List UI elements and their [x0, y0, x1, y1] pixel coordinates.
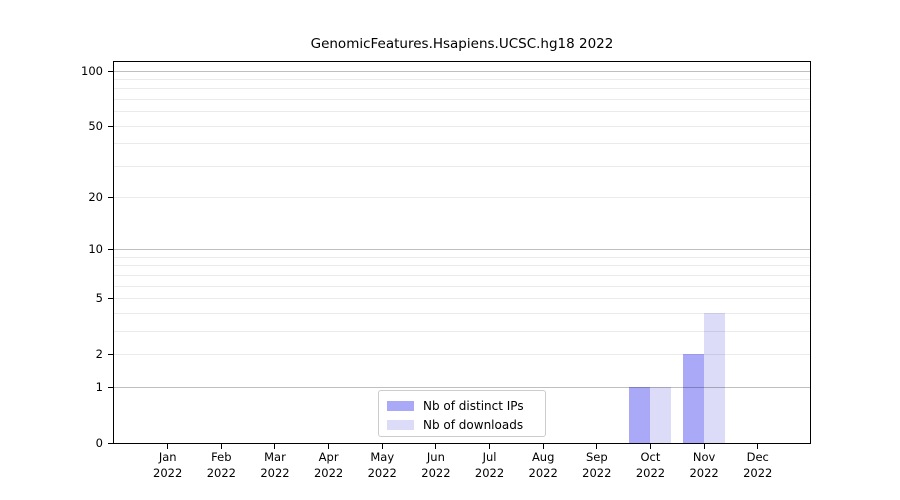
x-tick-label-mar: Mar 2022 — [245, 449, 305, 481]
x-tick-label-dec: Dec 2022 — [728, 449, 788, 481]
x-tick-label-jul: Jul 2022 — [460, 449, 520, 481]
y-tick-label-10: 10 — [88, 242, 103, 257]
plot-area — [113, 61, 811, 444]
x-tick-mark-oct — [649, 444, 651, 449]
gridline-major-10 — [114, 249, 810, 251]
y-tick-mark-50 — [108, 125, 113, 127]
gridline-minor-4 — [114, 312, 810, 314]
y-tick-mark-5 — [108, 298, 113, 300]
x-tick-mark-aug — [542, 444, 544, 449]
gridline-minor-9 — [114, 256, 810, 258]
x-tick-mark-mar — [274, 444, 276, 449]
y-tick-label-50: 50 — [88, 118, 103, 133]
y-tick-label-20: 20 — [88, 190, 103, 205]
legend-item-downloads: Nb of downloads — [387, 415, 537, 434]
legend: Nb of distinct IPs Nb of downloads — [378, 390, 546, 437]
x-tick-month: Oct — [640, 450, 661, 464]
x-tick-month: Jul — [482, 450, 497, 464]
gridline-minor-6 — [114, 285, 810, 287]
gridline-minor-20 — [114, 197, 810, 199]
x-tick-month: Nov — [692, 450, 716, 464]
x-tick-month: Jun — [426, 450, 445, 464]
gridline-minor-8 — [114, 265, 810, 267]
x-tick-mark-apr — [328, 444, 330, 449]
x-tick-label-jun: Jun 2022 — [406, 449, 466, 481]
y-tick-mark-10 — [108, 249, 113, 251]
x-tick-year: 2022 — [635, 466, 666, 480]
bar-nov-distinct-ips — [683, 354, 705, 443]
bar-oct-downloads — [650, 387, 672, 443]
plot-inner — [114, 62, 810, 443]
gridline-minor-5 — [114, 298, 810, 300]
x-tick-month: Jan — [158, 450, 177, 464]
legend-swatch-distinct-ips — [387, 400, 414, 411]
y-tick-mark-20 — [108, 197, 113, 199]
x-tick-mark-jul — [489, 444, 491, 449]
x-tick-year: 2022 — [313, 466, 344, 480]
x-tick-month: Feb — [211, 450, 232, 464]
x-tick-label-nov: Nov 2022 — [674, 449, 734, 481]
y-tick-label-5: 5 — [95, 291, 103, 306]
x-tick-label-may: May 2022 — [352, 449, 412, 481]
x-tick-year: 2022 — [153, 466, 183, 480]
x-tick-mark-feb — [220, 444, 222, 449]
gridline-minor-30 — [114, 165, 810, 167]
bar-nov-downloads — [704, 313, 726, 443]
x-tick-month: Mar — [264, 450, 286, 464]
x-tick-label-jan: Jan 2022 — [138, 449, 198, 481]
gridline-minor-40 — [114, 143, 810, 145]
x-tick-month: May — [370, 450, 395, 464]
x-tick-year: 2022 — [582, 466, 612, 480]
x-tick-mark-nov — [703, 444, 705, 449]
x-tick-mark-jun — [435, 444, 437, 449]
x-tick-year: 2022 — [528, 466, 558, 480]
gridline-major-1 — [114, 386, 810, 388]
y-tick-label-2: 2 — [95, 346, 103, 361]
gridline-minor-90 — [114, 78, 810, 80]
x-tick-year: 2022 — [421, 466, 451, 480]
chart-title: GenomicFeatures.Hsapiens.UCSC.hg18 2022 — [310, 36, 614, 52]
legend-label-downloads: Nb of downloads — [423, 417, 524, 432]
x-tick-label-apr: Apr 2022 — [299, 449, 359, 481]
gridline-minor-80 — [114, 88, 810, 90]
gridline-minor-50 — [114, 125, 810, 127]
x-tick-label-aug: Aug 2022 — [513, 449, 573, 481]
legend-label-distinct-ips: Nb of distinct IPs — [423, 398, 524, 413]
x-tick-year: 2022 — [689, 466, 719, 480]
gridline-minor-70 — [114, 98, 810, 100]
x-tick-year: 2022 — [743, 466, 773, 480]
gridline-major-100 — [114, 70, 810, 72]
bar-oct-distinct-ips — [629, 387, 651, 443]
y-tick-mark-1 — [108, 386, 113, 388]
legend-swatch-downloads — [387, 419, 414, 430]
gridline-minor-7 — [114, 274, 810, 276]
x-tick-mark-dec — [757, 444, 759, 449]
x-tick-mark-may — [381, 444, 383, 449]
y-tick-mark-0 — [108, 442, 113, 444]
y-tick-label-100: 100 — [81, 63, 103, 78]
x-tick-mark-sep — [596, 444, 598, 449]
x-tick-year: 2022 — [474, 466, 505, 480]
x-tick-year: 2022 — [206, 466, 236, 480]
x-tick-label-sep: Sep 2022 — [567, 449, 627, 481]
y-tick-label-0: 0 — [95, 435, 103, 450]
x-tick-year: 2022 — [260, 466, 290, 480]
gridline-minor-3 — [114, 330, 810, 332]
x-tick-month: Dec — [746, 450, 769, 464]
gridline-minor-2 — [114, 353, 810, 355]
x-tick-year: 2022 — [367, 466, 397, 480]
x-tick-month: Aug — [531, 450, 555, 464]
x-tick-label-oct: Oct 2022 — [620, 449, 680, 481]
y-tick-mark-100 — [108, 70, 113, 72]
x-tick-month: Sep — [585, 450, 608, 464]
y-tick-label-1: 1 — [95, 379, 103, 394]
legend-item-distinct-ips: Nb of distinct IPs — [387, 396, 537, 415]
x-tick-mark-jan — [167, 444, 169, 449]
x-tick-label-feb: Feb 2022 — [191, 449, 251, 481]
y-tick-mark-2 — [108, 353, 113, 355]
gridline-minor-60 — [114, 111, 810, 113]
x-tick-month: Apr — [318, 450, 339, 464]
